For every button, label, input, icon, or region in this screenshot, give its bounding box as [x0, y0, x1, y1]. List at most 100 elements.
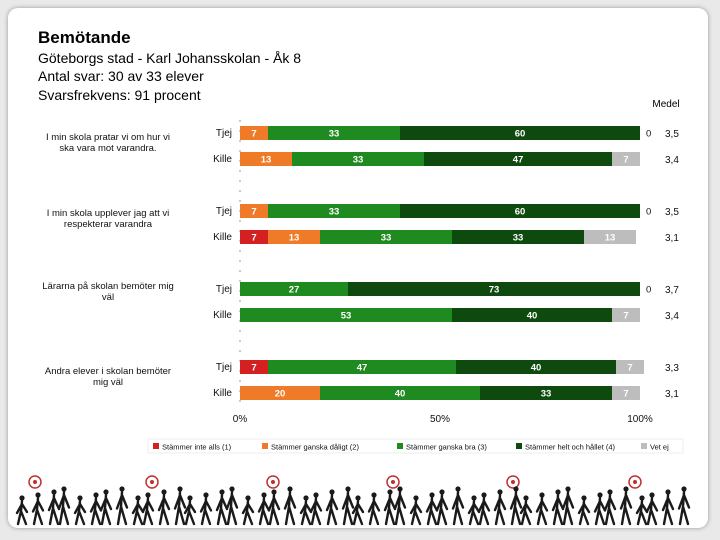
- walker-figure: [661, 493, 675, 526]
- target-icon-center: [150, 480, 154, 484]
- bar-segment: [240, 308, 452, 322]
- walker-head: [665, 489, 671, 495]
- walker-head: [439, 489, 445, 495]
- bar-segment: [452, 230, 584, 244]
- bar-segment: [240, 230, 268, 244]
- walker-head: [471, 495, 477, 501]
- walker-head: [51, 489, 57, 495]
- bar-data-label: 20: [275, 389, 286, 400]
- target-icon: [266, 475, 280, 489]
- walker-head: [219, 489, 225, 495]
- walker-figure: [635, 499, 649, 526]
- walker-head: [19, 495, 25, 501]
- bar-segment: [240, 282, 348, 296]
- walker-head: [187, 495, 193, 501]
- legend-swatch: [397, 443, 403, 449]
- bar-segment: [456, 360, 616, 374]
- walker-head: [513, 486, 519, 492]
- question-label-line: Lärarna på skolan bemöter mig: [42, 281, 174, 292]
- bar-data-label: 0: [646, 207, 651, 218]
- walker-head: [245, 495, 251, 501]
- walker-head: [681, 486, 687, 492]
- walker-figure: [561, 490, 575, 526]
- walker-figure: [73, 499, 87, 526]
- bar-data-label: 7: [623, 311, 628, 322]
- bar-data-label: 13: [289, 233, 300, 244]
- mean-header: Medel: [652, 99, 679, 110]
- bar-segment: [348, 282, 640, 296]
- subtitle-school: Göteborgs stad - Karl Johansskolan - Åk …: [38, 50, 302, 66]
- walker-figure: [299, 499, 313, 526]
- walker-figure: [31, 496, 45, 526]
- walker-figure: [173, 490, 187, 526]
- legend-swatch: [153, 443, 159, 449]
- walker-figure: [131, 499, 145, 526]
- walker-figure: [551, 493, 565, 526]
- bar-segment: [268, 126, 400, 140]
- walker-figure: [493, 493, 507, 526]
- group-label: Kille: [213, 388, 232, 399]
- walker-head: [371, 492, 377, 498]
- walker-figure: [309, 496, 323, 526]
- walker-head: [555, 489, 561, 495]
- walker-head: [119, 486, 125, 492]
- bar-data-label: 0: [646, 285, 651, 296]
- bar-data-label: 7: [251, 129, 256, 140]
- walker-figure: [99, 493, 113, 526]
- group-label: Tjej: [216, 206, 232, 217]
- footer-decoration: [15, 475, 691, 526]
- walker-head: [271, 489, 277, 495]
- bar-data-label: 53: [341, 311, 352, 322]
- question-label: Lärarna på skolan bemöter mig väl: [42, 281, 174, 303]
- bar-segment: [268, 230, 320, 244]
- bar-data-label: 40: [527, 311, 538, 322]
- question-label-line: väl: [102, 292, 114, 303]
- mean-value: 3,5: [665, 207, 679, 218]
- walker-head: [565, 486, 571, 492]
- walker-head: [539, 492, 545, 498]
- bar-segment: [400, 204, 640, 218]
- walker-figure: [351, 499, 365, 526]
- group-label: Kille: [213, 154, 232, 165]
- bar-segment: [616, 360, 644, 374]
- walker-figure: [241, 499, 255, 526]
- question-label-line: mig väl: [93, 377, 123, 388]
- walker-figure: [89, 496, 103, 526]
- mean-value: 3,4: [665, 155, 679, 166]
- legend-label: Stämmer ganska dåligt (2): [271, 443, 359, 452]
- bar-data-label: 47: [357, 363, 368, 374]
- target-icon: [28, 475, 42, 489]
- bar-data-label: 47: [513, 155, 524, 166]
- bar-segment: [612, 152, 640, 166]
- mean-value: 3,1: [665, 389, 679, 400]
- walker-figure: [367, 496, 381, 526]
- walker-head: [429, 492, 435, 498]
- walker-figure: [619, 490, 633, 526]
- bar-segment: [292, 152, 424, 166]
- bar-segment: [320, 386, 480, 400]
- bar-segment: [268, 204, 400, 218]
- walker-figure: [225, 490, 239, 526]
- mean-value: 3,7: [665, 285, 679, 296]
- x-tick-label: 50%: [430, 414, 450, 425]
- walker-head: [623, 486, 629, 492]
- target-icon: [506, 475, 520, 489]
- walker-head: [261, 492, 267, 498]
- walker-head: [649, 492, 655, 498]
- question-label-line: I min skola upplever jag att vi: [47, 208, 170, 219]
- bar-segment: [584, 230, 636, 244]
- bar-segment: [240, 204, 268, 218]
- target-icon-center: [633, 480, 637, 484]
- walker-figure: [325, 493, 339, 526]
- bar-data-label: 40: [395, 389, 406, 400]
- walker-head: [397, 486, 403, 492]
- bar-segment: [240, 152, 292, 166]
- target-icon-center: [271, 480, 275, 484]
- walker-head: [597, 492, 603, 498]
- bar-segment: [268, 360, 456, 374]
- bar-data-label: 40: [531, 363, 542, 374]
- bar-data-label: 33: [381, 233, 392, 244]
- walker-head: [481, 492, 487, 498]
- walker-head: [387, 489, 393, 495]
- slide: Bemötande Göteborgs stad - Karl Johanssk…: [8, 8, 708, 528]
